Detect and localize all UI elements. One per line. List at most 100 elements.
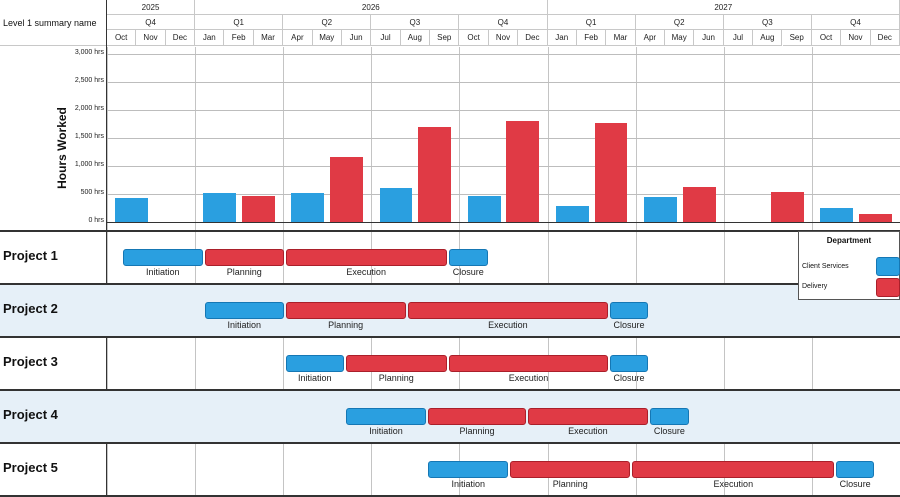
bar-delivery xyxy=(418,126,452,222)
bar-client-services xyxy=(291,192,325,222)
month-header: Jun xyxy=(341,30,372,46)
month-header: Jan xyxy=(547,30,577,46)
year-header: 2027 xyxy=(547,0,900,15)
month-header: Sep xyxy=(430,30,460,46)
phase-bar xyxy=(649,408,689,425)
phase-label: Closure xyxy=(613,373,645,383)
phase-bar xyxy=(204,302,284,319)
phase-bar xyxy=(836,461,875,478)
month-header: Dec xyxy=(165,30,196,46)
phase-bar xyxy=(407,302,609,319)
month-header: Nov xyxy=(488,30,519,46)
y-tick-label: 2,000 hrs xyxy=(74,105,104,112)
project-name: Project 1 xyxy=(3,248,58,263)
corner-header: Level 1 summary name xyxy=(0,0,107,46)
y-gridline xyxy=(107,222,900,223)
bar-client-services xyxy=(643,197,677,222)
phase-label: Planning xyxy=(552,479,588,489)
phase-label: Planning xyxy=(459,426,495,436)
phase-bar xyxy=(285,249,447,266)
phase-label: Planning xyxy=(226,267,262,277)
phase-label: Initiation xyxy=(451,479,486,489)
y-gridline xyxy=(107,194,900,195)
bar-client-services xyxy=(820,208,853,222)
project-name: Project 2 xyxy=(3,301,58,316)
phase-bar xyxy=(345,355,447,372)
bar-client-services xyxy=(203,193,237,222)
legend-label-client-services: Client Services xyxy=(802,263,849,270)
phase-bar xyxy=(428,408,526,425)
bar-delivery xyxy=(242,196,275,222)
month-header: Apr xyxy=(635,30,666,46)
quarter-header: Q2 xyxy=(283,15,372,30)
phase-bar xyxy=(610,302,648,319)
bar-client-services xyxy=(115,197,149,222)
phase-label: Initiation xyxy=(298,373,332,383)
phase-bar xyxy=(510,461,631,478)
month-header: Oct xyxy=(107,30,137,46)
month-header: Mar xyxy=(253,30,284,46)
quarter-gridline xyxy=(459,47,461,497)
month-header: May xyxy=(312,30,342,46)
month-header: Nov xyxy=(841,30,871,46)
y-tick-label: 500 hrs xyxy=(80,189,104,196)
month-header: Feb xyxy=(576,30,607,46)
y-axis-label: Hours Worked xyxy=(52,107,72,189)
month-header: Oct xyxy=(811,30,842,46)
quarter-header: Q1 xyxy=(195,15,284,30)
phase-bar xyxy=(448,249,488,266)
phase-label: Planning xyxy=(378,373,414,383)
bar-client-services xyxy=(379,188,413,222)
bar-delivery xyxy=(506,120,540,222)
quarter-header: Q4 xyxy=(459,15,548,30)
quarter-gridline xyxy=(195,47,197,497)
month-header: Dec xyxy=(870,30,900,46)
y-gridline xyxy=(107,110,900,111)
phase-bar xyxy=(285,355,344,372)
quarter-header: Q4 xyxy=(107,15,196,30)
bar-client-services xyxy=(555,205,589,222)
quarter-gridline xyxy=(723,47,725,497)
legend-swatch-delivery xyxy=(876,278,900,297)
quarter-gridline xyxy=(283,47,285,497)
y-tick-label: 2,500 hrs xyxy=(74,77,104,84)
quarter-gridline xyxy=(547,47,549,497)
y-tick-label: 0 hrs xyxy=(88,217,104,224)
phase-label: Initiation xyxy=(369,426,403,436)
project-name: Project 4 xyxy=(3,407,58,422)
quarter-header: Q2 xyxy=(635,15,724,30)
month-header: Jul xyxy=(371,30,401,46)
phase-bar xyxy=(527,408,648,425)
phase-label: Execution xyxy=(568,426,608,436)
phase-label: Planning xyxy=(328,320,364,330)
legend-label-delivery: Delivery xyxy=(802,283,828,290)
project-row xyxy=(0,442,900,495)
month-header: Aug xyxy=(400,30,431,46)
quarter-header: Q1 xyxy=(547,15,636,30)
month-header: Jan xyxy=(195,30,225,46)
month-header: Feb xyxy=(224,30,254,46)
month-header: Oct xyxy=(459,30,489,46)
bar-delivery xyxy=(682,187,716,222)
y-gridline xyxy=(107,138,900,139)
gantt-bottom-border xyxy=(0,495,900,497)
phase-bar xyxy=(204,249,284,266)
legend-title: Department xyxy=(826,236,872,245)
project-row xyxy=(0,336,900,389)
month-header: Dec xyxy=(518,30,548,46)
phase-label: Closure xyxy=(613,320,645,330)
y-tick-label: 3,000 hrs xyxy=(74,49,104,56)
bar-client-services xyxy=(467,195,501,222)
month-header: Jun xyxy=(694,30,724,46)
phase-bar xyxy=(448,355,609,372)
project-name: Project 5 xyxy=(3,460,58,475)
project-name: Project 3 xyxy=(3,354,58,369)
y-gridline xyxy=(107,54,900,55)
quarter-header: Q4 xyxy=(811,15,900,30)
quarter-gridline xyxy=(371,47,373,497)
y-axis-title: Hours Worked xyxy=(55,107,69,189)
corner-label: Level 1 summary name xyxy=(3,17,97,28)
timeline-left-border xyxy=(106,0,107,497)
month-header: Mar xyxy=(606,30,636,46)
y-gridline xyxy=(107,166,900,167)
